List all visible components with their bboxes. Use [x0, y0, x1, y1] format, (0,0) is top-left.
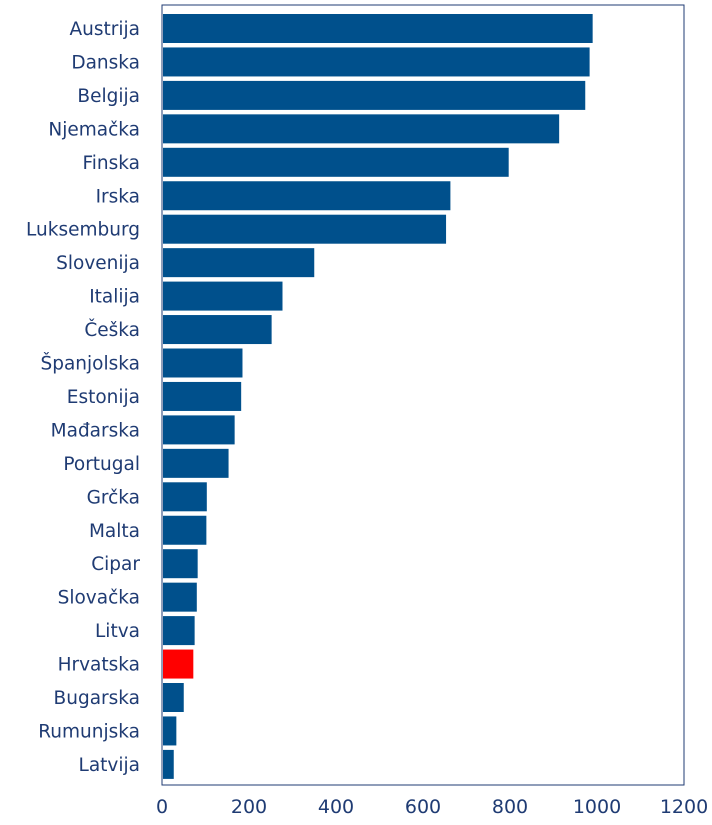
- category-label: Mađarska: [51, 420, 140, 441]
- bar-9: [163, 315, 272, 345]
- category-label: Grčka: [87, 487, 140, 508]
- bar-8: [163, 281, 283, 311]
- category-label: Latvija: [79, 755, 140, 776]
- category-label: Danska: [71, 52, 140, 73]
- x-axis-tick-labels: 0 200 400 600 800 1000 1200: [156, 796, 708, 818]
- bar-3: [163, 114, 560, 144]
- plot-frame: [161, 4, 685, 786]
- category-label: Litva: [95, 621, 140, 642]
- bar-18: [163, 616, 195, 646]
- x-tick-label: 600: [405, 796, 441, 818]
- bar-10: [163, 348, 243, 378]
- category-label: Portugal: [63, 454, 140, 475]
- bar-2: [163, 80, 586, 110]
- x-tick-label: 1000: [573, 796, 621, 818]
- bar-14: [163, 482, 207, 512]
- bar-13: [163, 448, 229, 478]
- bar-12: [163, 415, 235, 445]
- bar-4: [163, 147, 509, 177]
- bar-17: [163, 582, 197, 612]
- category-label: Italija: [89, 287, 140, 308]
- bar-7: [163, 248, 315, 278]
- x-tick-label: 200: [231, 796, 267, 818]
- category-label: Rumunjska: [38, 721, 140, 742]
- category-label: Češka: [84, 319, 140, 341]
- x-tick-label: 1200: [660, 796, 708, 818]
- category-label: Cipar: [91, 554, 140, 575]
- bar-22: [163, 749, 174, 779]
- category-label: Bugarska: [54, 688, 140, 709]
- bar-0: [163, 14, 593, 43]
- x-tick-label: 0: [156, 796, 168, 818]
- bar-19: [163, 649, 194, 679]
- bars-group: [163, 14, 593, 779]
- bar-15: [163, 515, 207, 545]
- bar-5: [163, 181, 451, 211]
- x-tick-label: 800: [492, 796, 528, 818]
- category-label: Austrija: [70, 19, 141, 40]
- category-label: Njemačka: [48, 119, 140, 140]
- category-label: Finska: [82, 153, 140, 174]
- x-tick-label: 400: [318, 796, 354, 818]
- bar-6: [163, 214, 447, 244]
- category-label: Slovenija: [56, 253, 140, 274]
- category-label: Irska: [96, 186, 140, 207]
- category-label: Estonija: [67, 387, 140, 408]
- category-label: Hrvatska: [58, 655, 140, 676]
- category-label: Slovačka: [58, 588, 140, 609]
- bar-20: [163, 683, 184, 712]
- category-label: Luksemburg: [26, 220, 140, 241]
- bar-16: [163, 549, 198, 579]
- category-labels: Austrija Danska Belgija Njemačka Finska Irska…: [26, 19, 140, 776]
- category-label: Belgija: [77, 86, 140, 107]
- category-label: Španjolska: [40, 353, 140, 375]
- bar-11: [163, 381, 242, 411]
- category-label: Malta: [89, 521, 140, 542]
- bar-1: [163, 47, 590, 77]
- bar-21: [163, 716, 177, 746]
